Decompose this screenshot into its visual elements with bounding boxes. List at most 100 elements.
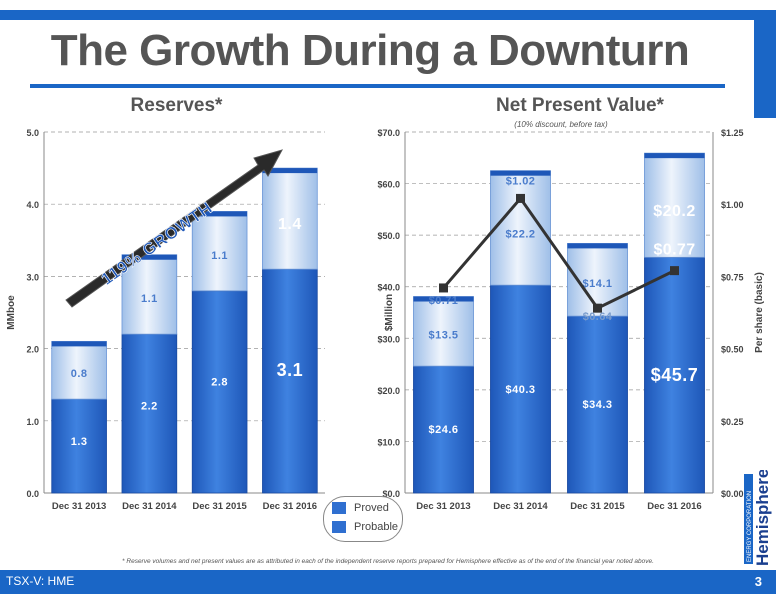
bar-label-probable: 0.8 <box>71 368 88 380</box>
legend: Proved Probable <box>323 496 403 542</box>
y-tick-label: $0.0 <box>382 489 400 499</box>
bar-proved <box>51 398 107 494</box>
y-tick-label: 1.0 <box>26 417 39 427</box>
y-tick-label: 3.0 <box>26 272 39 282</box>
reserves-chart: 0.0 1.0 2.0 3.0 4.0 5.0 1.3 0.8 Dec 31 2013 2.2 1.… <box>6 95 325 512</box>
svg-text:Hemisphere: Hemisphere <box>753 470 772 566</box>
per-share-label: $1.02 <box>506 175 536 187</box>
chart-title: Reserves* <box>131 95 224 116</box>
y2-tick-label: $0.25 <box>721 417 744 427</box>
x-tick-label: Dec 31 2013 <box>416 501 470 512</box>
title-rule <box>30 84 725 88</box>
footnote: * Reserve volumes and net present values… <box>122 558 654 565</box>
bar-probable <box>413 296 474 367</box>
bar-proved <box>644 256 705 494</box>
legend-swatch-probable <box>332 521 346 534</box>
per-share-label: $0.71 <box>429 295 459 307</box>
slide-title: The Growth During a Downturn <box>50 26 690 75</box>
x-tick-label: Dec 31 2014 <box>122 501 177 512</box>
logo-mark: Hemisphere ENERGY CORPORATION <box>744 469 772 566</box>
bar-label-probable: $14.1 <box>582 278 612 290</box>
legend-label-proved: Proved <box>354 502 389 514</box>
y2-tick-label: $0.75 <box>721 272 744 282</box>
y-tick-label: 5.0 <box>26 128 39 138</box>
chart-title: Net Present Value* <box>496 95 665 116</box>
per-share-marker <box>516 193 525 203</box>
bar-probable <box>51 340 107 400</box>
x-tick-label: Dec 31 2013 <box>52 501 106 512</box>
npv-chart: $0.0 $10.0 $20.0 $30.0 $40.0 $50.0 $60.0 $70.0 $… <box>377 95 765 512</box>
top-accent-bar <box>0 10 776 20</box>
y-tick-label: $10.0 <box>377 437 400 447</box>
bar-label-proved: 3.1 <box>277 360 304 380</box>
bar-probable <box>644 152 705 258</box>
legend-item-probable: Probable <box>332 521 399 534</box>
bar-top-edge <box>262 168 318 174</box>
bar-label-proved: 1.3 <box>71 436 88 448</box>
y2-axis-label: Per share (basic) <box>754 272 765 353</box>
per-share-marker <box>670 266 679 276</box>
chart-subtitle: (10% discount, before tax) <box>514 120 608 129</box>
page-number: 3 <box>754 574 762 589</box>
bar-proved <box>121 333 178 494</box>
y-tick-label: $60.0 <box>377 180 400 190</box>
y-axis-label: $Million <box>384 294 395 331</box>
bar-label-proved: $34.3 <box>582 399 612 411</box>
charts-canvas: 0.0 1.0 2.0 3.0 4.0 5.0 1.3 0.8 Dec 31 2013 2.2 1.… <box>6 95 765 512</box>
y-tick-label: 2.0 <box>26 345 39 355</box>
bar-probable <box>191 211 248 292</box>
bar-top-edge <box>51 341 107 347</box>
legend-label-probable: Probable <box>354 521 399 533</box>
bar-label-proved: $24.6 <box>428 424 458 436</box>
bar-label-probable: 1.4 <box>278 216 302 233</box>
per-share-line <box>442 195 676 311</box>
growth-arrow <box>65 149 284 308</box>
bar-proved <box>191 290 248 494</box>
bar-top-edge <box>121 254 177 260</box>
bar-label-proved: 2.8 <box>211 376 228 388</box>
legend-item-proved: Proved <box>332 502 389 515</box>
y2-tick-label: $0.00 <box>721 489 744 499</box>
bar-proved <box>413 365 474 494</box>
bar-top-edge <box>567 243 628 249</box>
bar-label-probable: 1.1 <box>141 293 158 305</box>
bar-top-edge <box>490 170 551 176</box>
bar-top-edge <box>413 296 474 302</box>
hemisphere-logo: Hemisphere ENERGY CORPORATION <box>744 469 774 568</box>
y2-tick-label: $1.00 <box>721 200 744 210</box>
legend-swatch-proved <box>332 502 346 515</box>
per-share-label: $0.64 <box>583 311 613 323</box>
bar-label-proved: $45.7 <box>651 365 699 385</box>
x-tick-label: Dec 31 2015 <box>192 501 247 512</box>
y-axis-label: MMboe <box>6 295 17 330</box>
y-tick-label: $70.0 <box>377 128 400 138</box>
per-share-label: $0.77 <box>653 242 695 259</box>
bar-label-probable: $22.2 <box>505 228 535 240</box>
bar-top-edge <box>192 211 248 217</box>
per-share-marker <box>439 283 448 293</box>
y-tick-label: $40.0 <box>377 283 400 293</box>
bar-proved <box>262 268 318 494</box>
bar-probable <box>262 167 318 270</box>
ticker-symbol: TSX-V: HME <box>6 574 75 588</box>
bar-label-probable: 1.1 <box>211 250 228 262</box>
x-tick-label: Dec 31 2014 <box>493 501 548 512</box>
bottom-bar <box>0 570 776 594</box>
bar-label-proved: $40.3 <box>505 384 535 396</box>
y-tick-label: $50.0 <box>377 231 400 241</box>
bar-top-edge <box>644 153 705 159</box>
y-tick-label: 4.0 <box>26 200 39 210</box>
y-tick-label: 0.0 <box>26 489 39 499</box>
bar-label-probable: $20.2 <box>653 203 696 220</box>
x-tick-label: Dec 31 2016 <box>263 501 317 512</box>
side-accent-block <box>754 18 776 118</box>
bar-label-proved: 2.2 <box>141 400 158 412</box>
x-tick-label: Dec 31 2016 <box>647 501 701 512</box>
bar-label-probable: $13.5 <box>428 329 458 341</box>
bar-proved <box>490 284 551 494</box>
y2-tick-label: $0.50 <box>721 345 744 355</box>
y2-tick-label: $1.25 <box>721 128 744 138</box>
y-tick-label: $30.0 <box>377 334 400 344</box>
svg-text:ENERGY CORPORATION: ENERGY CORPORATION <box>747 491 753 562</box>
y-tick-label: $20.0 <box>377 386 400 396</box>
